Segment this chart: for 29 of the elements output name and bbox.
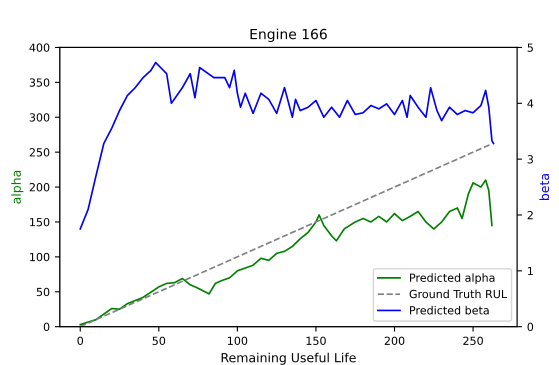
y-tick-label: 300 <box>30 113 50 122</box>
x-tick-label: 250 <box>463 336 483 345</box>
y-tick-label: 350 <box>30 78 50 87</box>
y2-tick-label: 2 <box>528 210 533 220</box>
chart-title: Engine 166 <box>250 28 327 42</box>
y-tick-label: 200 <box>30 183 50 192</box>
y-tick-label: 150 <box>30 218 50 226</box>
y2-tick-label: 1 <box>528 266 533 276</box>
y2-tick-label: 5 <box>528 44 533 52</box>
y-tick-label: 100 <box>30 252 50 262</box>
x-tick-label: 50 <box>152 336 166 345</box>
y-tick-label: 50 <box>36 288 50 296</box>
y-tick-label: 400 <box>29 43 50 52</box>
y-axis-title: alpha <box>11 170 24 204</box>
legend-label: Ground Truth RUL <box>410 290 508 298</box>
y2-tick-label: 4 <box>527 99 534 108</box>
legend-label: Predicted alpha <box>410 273 494 284</box>
y-tick-label: 250 <box>30 148 50 157</box>
x-tick-label: 0 <box>77 336 84 345</box>
legend-label: Predicted beta <box>410 306 489 315</box>
x-tick-label: 200 <box>384 336 404 345</box>
y-tick-label: 0 <box>44 322 50 332</box>
y2-tick-label: 3 <box>528 155 533 164</box>
x-tick-label: 150 <box>306 336 326 345</box>
x-tick-label: 100 <box>228 336 248 345</box>
x-axis-title: Remaining Useful Life <box>222 352 356 365</box>
line-series <box>79 62 494 230</box>
y2-tick-label: 0 <box>528 322 534 332</box>
y2-axis-title: beta <box>539 174 550 200</box>
